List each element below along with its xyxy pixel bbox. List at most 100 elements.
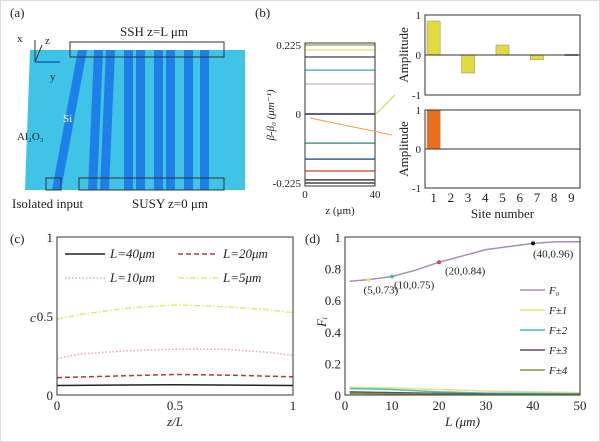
- y-tick-label: 0: [416, 50, 422, 62]
- series-line: [349, 387, 581, 395]
- x-tick-label: 10: [386, 398, 399, 413]
- z-axis-arrow: [34, 44, 43, 63]
- y-tick-label: 0: [47, 388, 54, 403]
- y-tick-label: 1: [416, 105, 422, 117]
- amplitude-2-axes-frame: [424, 109, 581, 189]
- substrate-label: Al₂O₃: [17, 131, 44, 143]
- y-axis-label: Amplitude: [396, 27, 411, 83]
- data-point-marker: [390, 274, 394, 279]
- x-tick-label: 40: [370, 189, 382, 201]
- y-tick-label: 0.8: [325, 262, 341, 277]
- panel-c-axes-frame: [56, 236, 294, 396]
- legend-label: L=10μm: [109, 270, 155, 285]
- legend-label: F±2: [548, 325, 568, 337]
- data-point-annotation: (10,0.75): [394, 280, 435, 292]
- panel-a-label: (a): [10, 5, 24, 20]
- isolated-box: [45, 177, 62, 191]
- ssh-box: [69, 41, 225, 58]
- y-tick-label: 0.4: [325, 325, 342, 340]
- x-axis-label: z (μm): [325, 205, 355, 217]
- arrow-to-bottom-modes: [309, 117, 393, 136]
- data-point-annotation: (5,0.73): [364, 285, 399, 297]
- waveguide: [100, 50, 115, 190]
- series-line: [56, 304, 294, 320]
- x-tick-label: 3: [465, 190, 472, 205]
- y-axis-label: β-β₀ (μm⁻¹): [265, 89, 277, 141]
- data-point-marker: [437, 260, 441, 265]
- y-axis-label: Fᵢ: [314, 317, 329, 328]
- amplitude-bar: [461, 54, 475, 74]
- y-tick-label: 0: [296, 109, 302, 121]
- axis-y-label: y: [50, 71, 56, 83]
- waveguide: [200, 50, 209, 190]
- y-tick-label: -0.225: [273, 178, 302, 190]
- legend-label: F±1: [548, 305, 567, 317]
- legend-label: L=20μm: [222, 246, 268, 261]
- waveguide: [124, 50, 133, 190]
- amplitude-bar: [426, 109, 441, 150]
- x-tick-label: 0.5: [167, 398, 183, 413]
- series-line: [349, 240, 580, 282]
- x-tick-label: 0: [342, 398, 349, 413]
- x-tick-label: 0: [54, 398, 61, 413]
- waveguides: [52, 50, 209, 190]
- y-tick-label: 0.6: [325, 293, 342, 308]
- y-tick-label: 0.2: [325, 356, 341, 371]
- x-axis-label: L (μm): [444, 414, 480, 429]
- x-axis-label: z/L: [166, 414, 183, 429]
- x-tick-label: 6: [516, 190, 523, 205]
- x-tick-label: 9: [568, 190, 575, 205]
- arrow-to-top-modes: [375, 94, 396, 115]
- legend-label: F₀: [548, 285, 560, 297]
- y-tick-label: 0: [416, 144, 422, 156]
- x-tick-label: 20: [433, 398, 446, 413]
- legend-label: F±4: [548, 365, 568, 377]
- panel-b-label: (b): [255, 5, 270, 20]
- y-tick-label: 0.225: [276, 40, 301, 52]
- x-tick-label: 1: [290, 398, 297, 413]
- x-tick-label: 40: [527, 398, 540, 413]
- axis-z-label: z: [45, 35, 50, 47]
- x-tick-label: 30: [480, 398, 493, 413]
- x-tick-label: 1: [430, 190, 437, 205]
- legend-label: L=40μm: [109, 246, 155, 261]
- y-tick-label: 1: [416, 10, 422, 22]
- series-line: [56, 373, 294, 379]
- panel-b-spectrum-axes-frame: [304, 42, 376, 187]
- legend-label: L=5μm: [222, 270, 261, 285]
- waveguide: [154, 50, 163, 190]
- panel-d-axes-frame: [344, 236, 581, 396]
- waveguide: [136, 50, 145, 190]
- x-tick-label: 0: [302, 189, 308, 201]
- y-tick-label: 1: [335, 230, 342, 245]
- si-label: Si: [63, 113, 72, 125]
- x-tick-label: 2: [448, 190, 455, 205]
- amplitude-bar: [495, 44, 510, 56]
- x-tick-label: 4: [482, 190, 489, 205]
- series-line: [349, 386, 581, 394]
- ssh-caption: SSH z=L μm: [120, 24, 188, 39]
- amplitude-1-axes-frame: [424, 14, 581, 96]
- axis-x-label: x: [17, 33, 23, 45]
- x-tick-label: 50: [574, 398, 587, 413]
- series-line: [56, 383, 294, 387]
- data-point-marker: [366, 277, 371, 282]
- data-point-marker: [531, 241, 535, 246]
- y-axis-label: Amplitude: [396, 121, 411, 177]
- legend-label: F±3: [548, 345, 568, 357]
- data-point-annotation: (20,0.84): [445, 265, 486, 277]
- waveguide: [88, 50, 103, 190]
- y-tick-label: 0.5: [37, 309, 53, 324]
- x-axis-label: Site number: [471, 206, 535, 221]
- y-tick-label: 1: [47, 230, 54, 245]
- y-tick-label: -1: [412, 90, 421, 102]
- y-tick-label: -1: [412, 183, 421, 195]
- amplitude-bar: [530, 54, 544, 61]
- data-point-annotation: (40,0.96): [533, 248, 574, 260]
- panel-c-label: (c): [10, 231, 24, 246]
- susy-box: [78, 177, 225, 191]
- x-tick-label: 5: [499, 190, 506, 205]
- isolated-input-label: Isolated input: [12, 196, 84, 211]
